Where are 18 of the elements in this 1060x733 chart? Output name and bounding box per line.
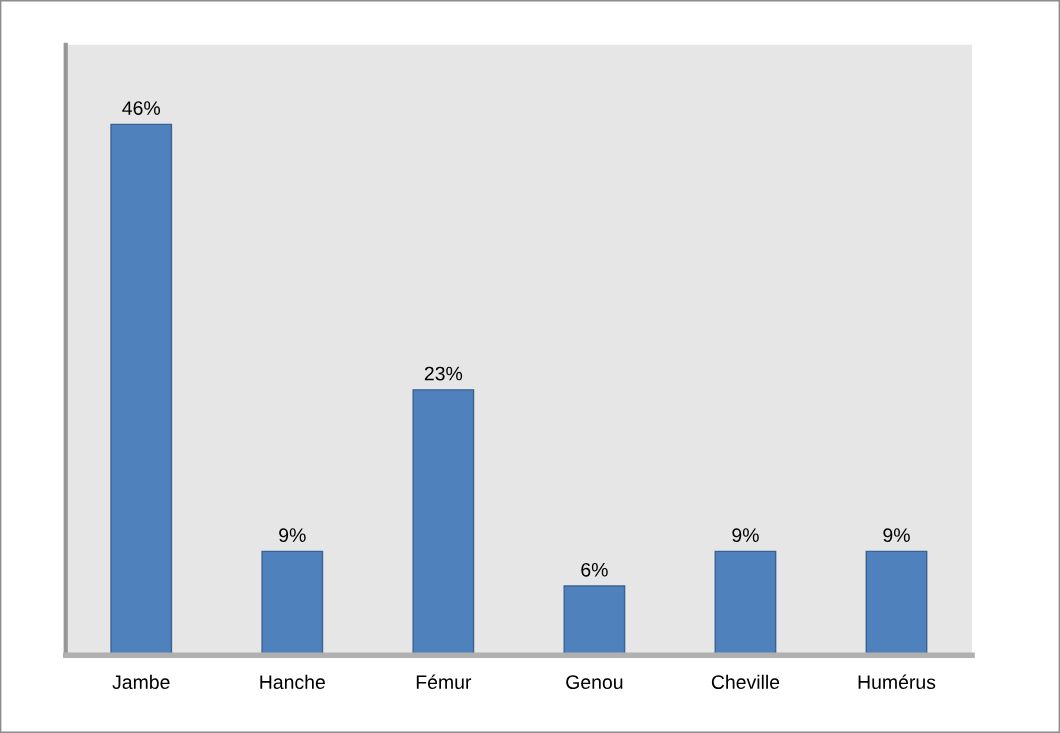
x-tick-label: Fémur <box>416 674 472 690</box>
bar <box>110 123 173 656</box>
x-tick-label: Hanche <box>260 674 325 690</box>
bar <box>261 550 324 656</box>
data-label: 6% <box>581 562 608 577</box>
x-tick-label: Humérus <box>858 674 936 690</box>
bar <box>412 389 475 656</box>
x-tick-label: Cheville <box>711 674 780 690</box>
bar <box>563 585 626 656</box>
x-tick-label: Genou <box>566 675 623 690</box>
data-label: 46% <box>122 101 161 115</box>
data-label: 9% <box>279 528 306 543</box>
bar <box>865 550 928 656</box>
bar <box>714 550 777 656</box>
data-label: 23% <box>424 366 463 381</box>
x-tick-label: Jambe <box>112 674 170 690</box>
data-label: 9% <box>883 528 910 543</box>
data-label: 9% <box>732 528 759 543</box>
